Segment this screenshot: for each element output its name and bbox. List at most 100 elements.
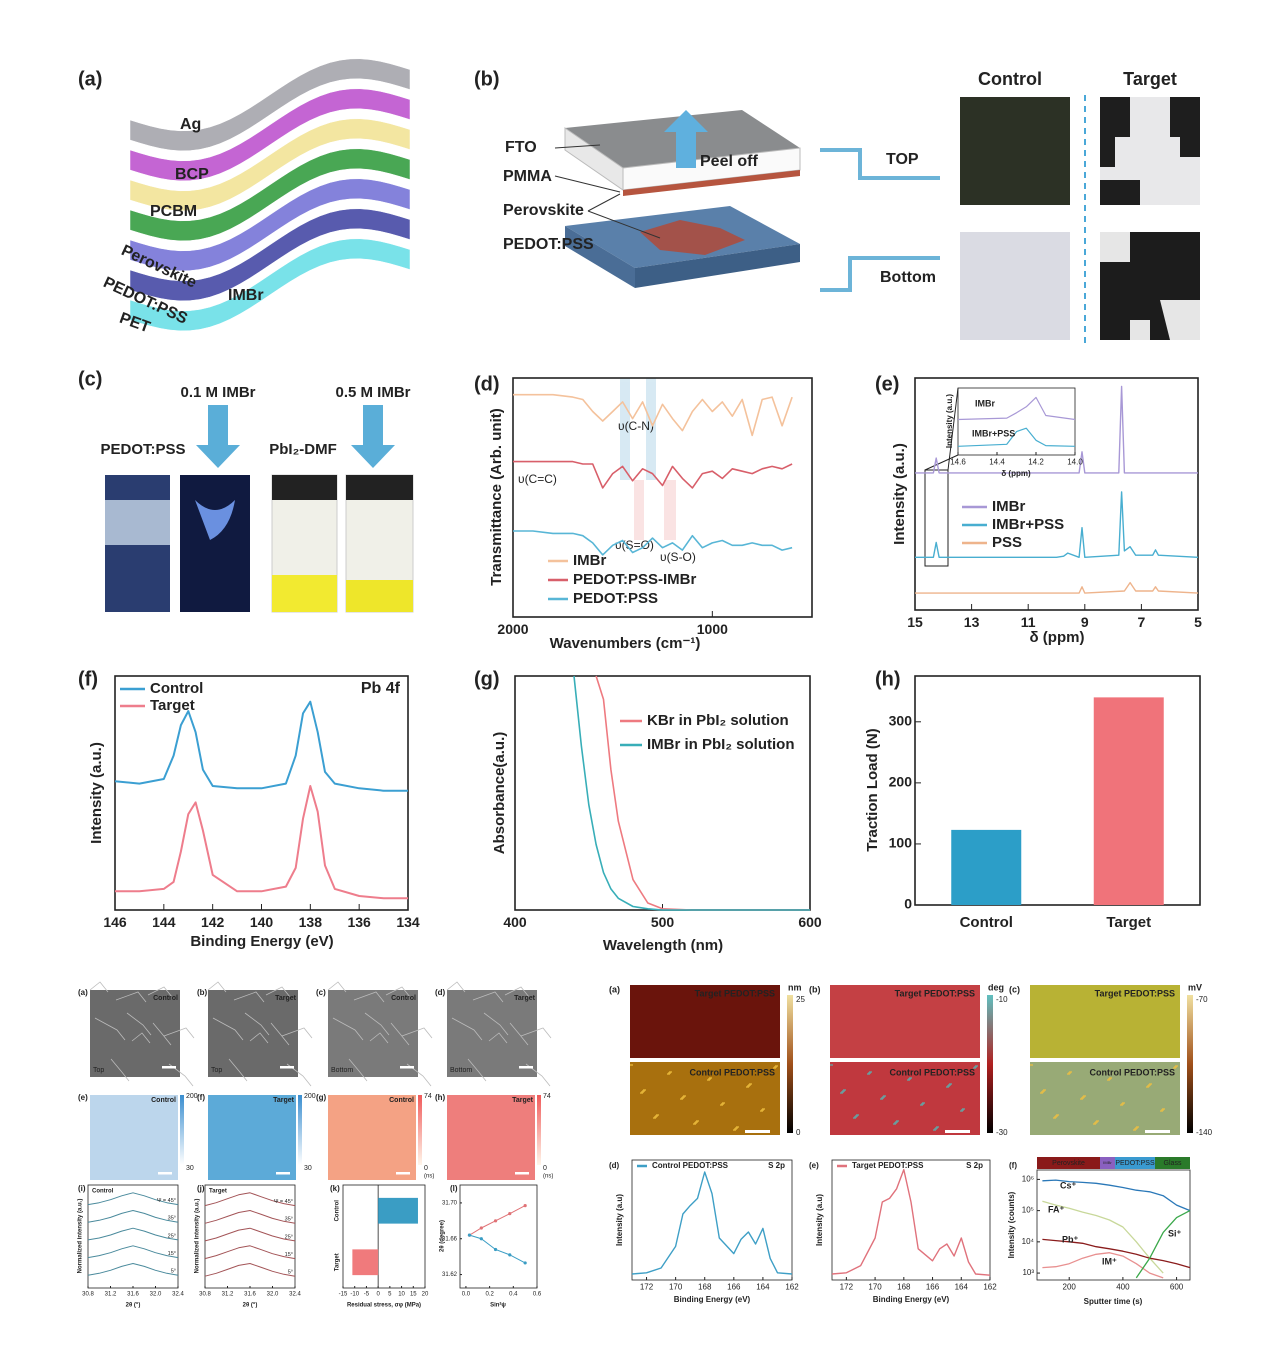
grain-boundary: [327, 981, 347, 993]
series-line: [87, 1227, 179, 1241]
plot-frame: [459, 1184, 538, 1289]
scale-bar: [396, 1172, 410, 1175]
afm-texture: [933, 1129, 936, 1131]
y-tick-label: 0: [904, 896, 912, 912]
x-tick-label: 600: [798, 914, 822, 930]
legend-label: Target PEDOT:PSS: [852, 1161, 924, 1170]
x-tick-label: 170: [868, 1283, 882, 1292]
scale-bar: [162, 1066, 176, 1069]
annotation: Control: [92, 1189, 114, 1195]
afm-texture: [1160, 1110, 1163, 1112]
sem-image: [208, 990, 298, 1077]
y-tick-label: 10⁴: [1022, 1237, 1035, 1246]
grain-boundary: [483, 1012, 509, 1036]
plot-frame: [1036, 1169, 1191, 1281]
sem-image: [328, 990, 418, 1077]
series-label: 5°: [288, 1270, 293, 1276]
series-line: [204, 1210, 296, 1224]
colorbar: [787, 995, 793, 1133]
series-label: IM⁺: [1102, 1256, 1117, 1266]
x-tick-label: 136: [347, 914, 371, 930]
trend-line: [469, 1234, 526, 1264]
grain-boundary: [131, 1032, 151, 1044]
label: (f): [197, 1093, 205, 1102]
band: [620, 378, 630, 480]
sem-image: [90, 990, 180, 1077]
layer-sheet: [129, 58, 411, 152]
layer-label: Perovskite: [503, 202, 584, 219]
afm-texture: [667, 1073, 670, 1075]
solution-label: PbI₂-DMF: [269, 441, 337, 458]
x-tick-label: 138: [299, 914, 323, 930]
y-tick-label: 31.70: [442, 1200, 458, 1206]
pmma: [623, 170, 800, 196]
grain-boundary: [369, 1032, 389, 1044]
label: (b): [197, 988, 208, 997]
afm-texture: [907, 1079, 910, 1081]
region-band: [1115, 1157, 1155, 1169]
grain-boundary: [509, 1022, 529, 1046]
plot-frame: [957, 387, 1076, 456]
layer-sheet: [129, 208, 411, 302]
series-line: [831, 1168, 991, 1276]
layer-sheet: [129, 88, 411, 182]
series-label: Ψ = 45°: [274, 1199, 293, 1205]
sample-label: Target: [1123, 69, 1177, 89]
series-label: 35°: [285, 1217, 293, 1223]
panel-label: (i): [78, 1184, 86, 1193]
label: 74: [424, 1093, 432, 1100]
legend-label: IMBr+PSS: [992, 516, 1064, 533]
y-tick-label: 10³: [1022, 1268, 1034, 1277]
cap: [272, 475, 337, 500]
afm-texture: [893, 1123, 896, 1125]
scale-bar: [745, 1130, 770, 1133]
x-axis-label: 2θ (°): [126, 1303, 141, 1309]
plot-frame: [831, 1159, 991, 1281]
label: (a): [78, 68, 102, 90]
label: 74: [543, 1093, 551, 1100]
series-label: FA⁺: [1048, 1204, 1065, 1214]
scale-bar: [280, 1066, 294, 1069]
x-axis-label: Sin²ψ: [490, 1302, 506, 1309]
peel-arrow: [664, 110, 708, 168]
label: mV: [1188, 982, 1202, 992]
label: Target: [275, 995, 297, 1002]
layer-sheet: [129, 238, 411, 332]
label: Control PEDOT:PSS: [1089, 1067, 1175, 1077]
region-label: IMBr: [1103, 1160, 1112, 1165]
grain-boundary: [249, 1032, 269, 1044]
series-label: IMBr: [975, 398, 995, 408]
x-tick-label: 164: [756, 1283, 770, 1292]
series-line: [513, 460, 793, 489]
x-tick-label: 142: [201, 914, 225, 930]
x-tick-label: 162: [785, 1283, 799, 1292]
plot-frame: [914, 377, 1199, 611]
panel-label: (d): [474, 373, 500, 395]
afm-texture: [946, 1086, 949, 1088]
series-label: 15°: [168, 1251, 176, 1257]
annotation: S 2p: [768, 1161, 785, 1170]
series-label: Pb⁺: [1062, 1234, 1079, 1244]
plot-frame: [342, 1184, 426, 1289]
x-tick-label: 170: [669, 1283, 683, 1292]
x-tick-label: -5: [364, 1291, 370, 1297]
series-line: [631, 1171, 793, 1275]
label: 30: [186, 1165, 194, 1172]
x-tick-label: 5: [1194, 614, 1202, 630]
x-axis-label: δ (ppm): [1001, 469, 1031, 478]
series-line: [513, 393, 793, 437]
data-point: [467, 1233, 472, 1237]
afm-texture: [733, 1129, 736, 1131]
label: Target PEDOT:PSS: [895, 988, 975, 998]
zoom-box: [924, 469, 949, 567]
region-band: [1037, 1157, 1100, 1169]
label: 200: [186, 1093, 198, 1100]
series-line: [957, 396, 1076, 421]
label: 0: [796, 1128, 801, 1137]
grain-boundary: [364, 1012, 390, 1036]
series-line: [204, 1245, 296, 1260]
layer-sheet: [129, 178, 411, 272]
series-line: [513, 530, 793, 556]
scale-bar: [1145, 1130, 1170, 1133]
legend-label: Control PEDOT:PSS: [652, 1161, 729, 1170]
